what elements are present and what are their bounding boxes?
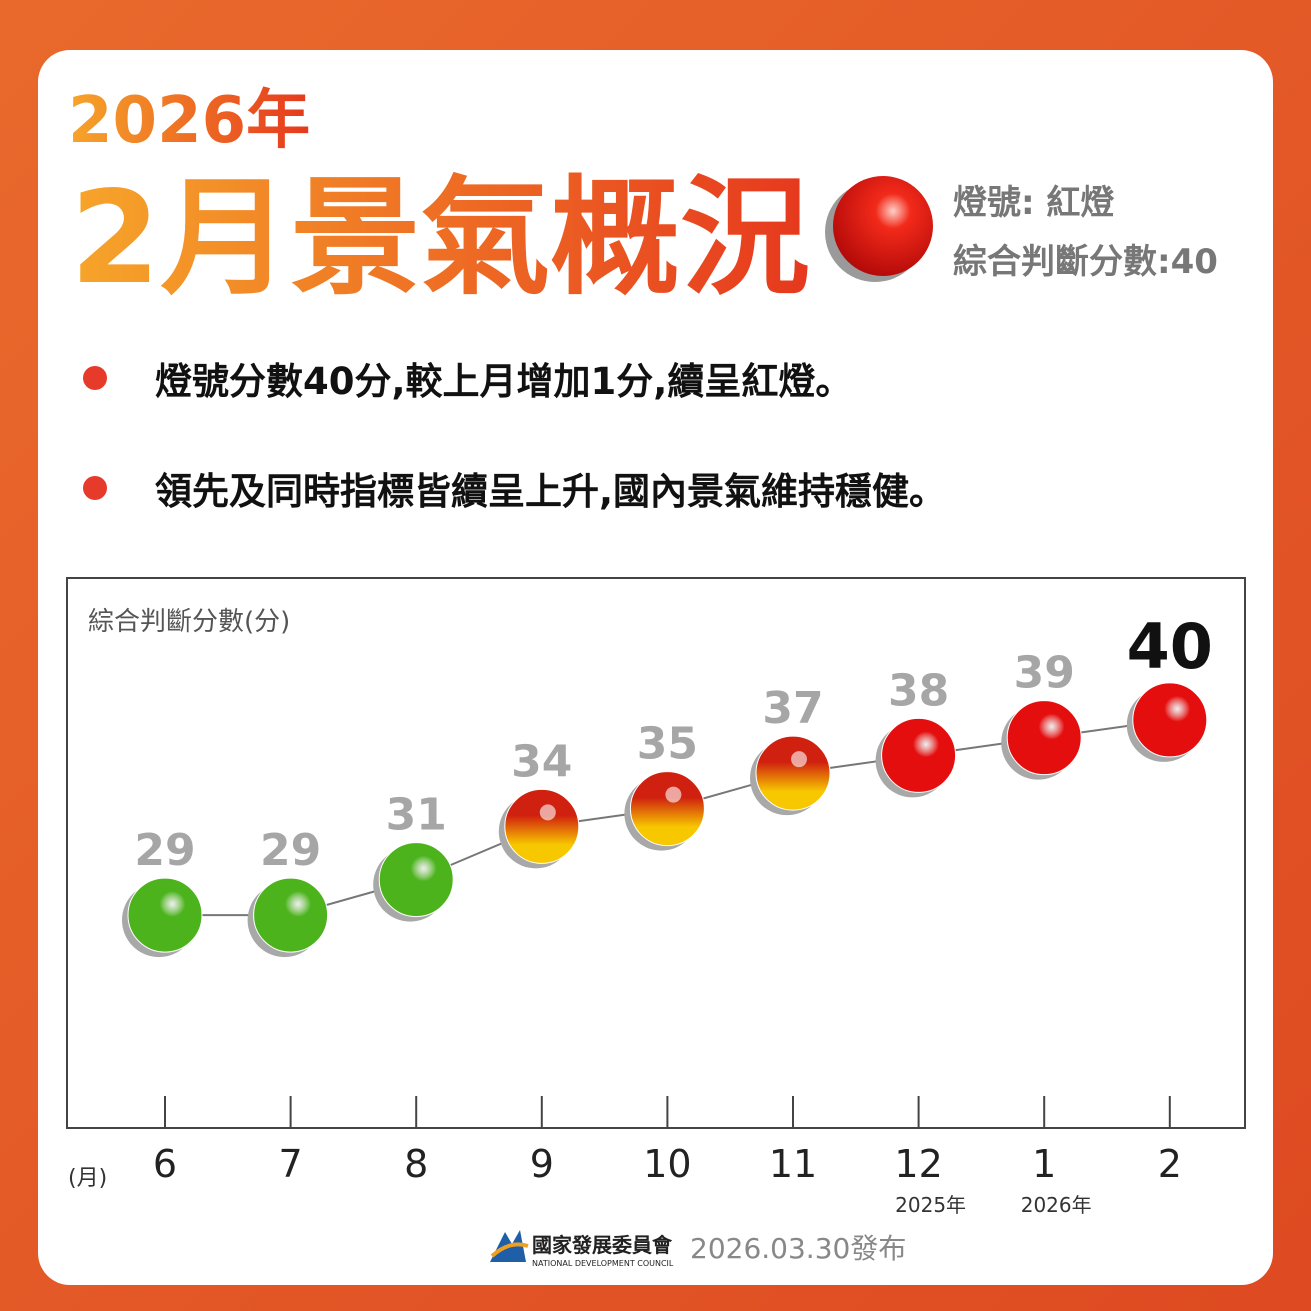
x-tick-label: 12	[894, 1142, 942, 1186]
data-label: 35	[637, 719, 698, 770]
org-name-en: NATIONAL DEVELOPMENT COUNCIL	[532, 1259, 674, 1268]
score-text: 綜合判斷分數:40	[953, 242, 1218, 282]
light-point	[378, 842, 454, 918]
plot-frame	[66, 577, 1246, 1129]
data-label: 40	[1127, 610, 1213, 683]
x-tick-note: 2025年	[895, 1193, 966, 1217]
x-tick-label: 10	[643, 1142, 691, 1186]
light-point	[629, 771, 705, 847]
data-label: 34	[511, 736, 572, 787]
card	[38, 50, 1273, 1285]
data-label: 29	[260, 825, 321, 876]
light-point	[127, 877, 203, 953]
org-name: 國家發展委員會	[532, 1233, 673, 1257]
x-tick-label: 1	[1032, 1142, 1056, 1186]
year-title: 2026年	[68, 84, 310, 158]
x-tick-label: 7	[279, 1142, 303, 1186]
data-label: 29	[134, 825, 195, 876]
release-date: 2026.03.30發布	[690, 1232, 906, 1265]
data-label: 37	[762, 683, 823, 734]
light-point	[1006, 700, 1082, 776]
light-highlight	[791, 751, 807, 768]
x-tick-label: 6	[153, 1142, 177, 1186]
x-tick-label: 2	[1158, 1142, 1182, 1186]
x-tick-label: 8	[404, 1142, 428, 1186]
header-light	[833, 176, 933, 276]
logo-swoosh	[490, 1242, 529, 1258]
bullet-dot	[83, 476, 107, 500]
y-axis-label: 綜合判斷分數(分)	[88, 607, 290, 637]
main-title: 2月景氣概況	[70, 164, 810, 313]
bullet-dot	[83, 366, 107, 390]
light-point	[253, 877, 329, 953]
x-tick-note: 2026年	[1021, 1193, 1092, 1217]
plot: 6 7 8 9 10 11 12 2025年 1 2026年 2 29 29 31 34 35 37 38 39 40	[122, 610, 1213, 1217]
light-point	[504, 788, 580, 864]
x-unit-label: (月)	[68, 1166, 107, 1191]
data-label: 31	[386, 790, 447, 841]
light-point	[1132, 682, 1208, 758]
light-point	[755, 735, 831, 811]
data-label: 38	[888, 665, 949, 716]
logo	[490, 1230, 529, 1262]
light-highlight	[665, 786, 682, 803]
data-label: 39	[1014, 648, 1075, 699]
bullet-text: 領先及同時指標皆續呈上升,國內景氣維持穩健。	[155, 470, 946, 513]
signal-text: 燈號: 紅燈	[953, 183, 1114, 223]
x-tick-label: 9	[530, 1142, 554, 1186]
bullet-text: 燈號分數40分,較上月增加1分,續呈紅燈。	[155, 360, 852, 403]
light-highlight	[539, 804, 556, 821]
x-tick-label: 11	[769, 1142, 817, 1186]
light-point	[881, 717, 957, 793]
